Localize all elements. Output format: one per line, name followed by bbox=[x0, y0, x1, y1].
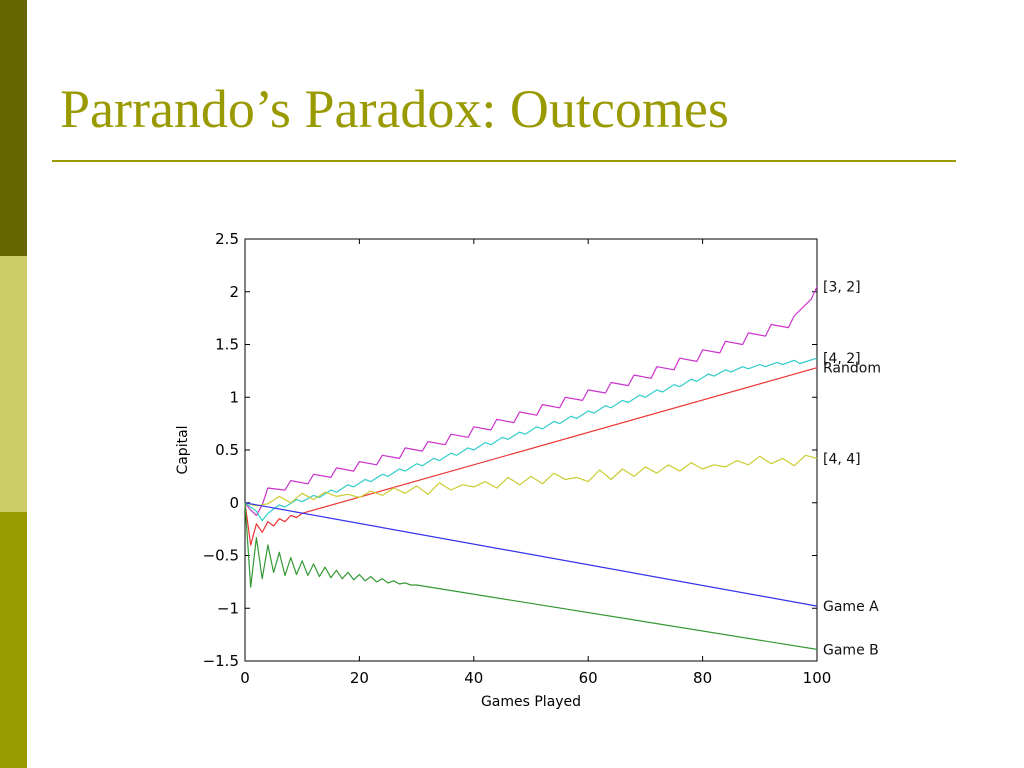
x-tick-label: 20 bbox=[350, 669, 369, 687]
y-tick-label: 2.5 bbox=[215, 230, 239, 248]
decor-bar-bottom bbox=[0, 512, 27, 768]
series-line-4-4 bbox=[244, 454, 818, 507]
decor-bar-top bbox=[0, 0, 27, 256]
decor-bar-middle bbox=[0, 256, 27, 512]
series-label-game-b: Game B bbox=[823, 642, 879, 658]
series-label-game-a: Game A bbox=[823, 599, 879, 615]
y-tick-label: 0 bbox=[229, 494, 239, 512]
plot-frame bbox=[244, 238, 818, 662]
x-tick-label: 80 bbox=[693, 669, 712, 687]
slide-title: Parrando’s Paradox: Outcomes bbox=[60, 79, 729, 139]
series-line-random bbox=[244, 367, 818, 546]
x-tick-label: 0 bbox=[240, 669, 250, 687]
series-label-random: Random bbox=[823, 361, 881, 377]
series-line-3-2 bbox=[244, 286, 818, 517]
y-tick-label: −0.5 bbox=[203, 547, 239, 565]
x-tick-label: 60 bbox=[579, 669, 598, 687]
y-tick-label: 2 bbox=[229, 283, 239, 301]
series-label-4-4: [4, 4] bbox=[823, 451, 861, 467]
series-label-3-2: [3, 2] bbox=[823, 279, 861, 295]
y-tick-label: 1.5 bbox=[215, 336, 239, 354]
y-tick-label: 1 bbox=[229, 388, 239, 406]
title-divider bbox=[52, 160, 956, 162]
series-label-4-2: [4, 2] bbox=[823, 351, 861, 367]
x-axis-label: Games Played bbox=[481, 694, 581, 710]
y-tick-label: 0.5 bbox=[215, 441, 239, 459]
x-tick-label: 100 bbox=[803, 669, 832, 687]
series-line-4-2 bbox=[244, 357, 818, 522]
y-axis-label: Capital bbox=[175, 425, 191, 474]
series-line-game-a bbox=[244, 502, 818, 607]
series-line-game-b bbox=[244, 502, 818, 650]
x-tick-label: 40 bbox=[464, 669, 483, 687]
y-tick-label: −1 bbox=[217, 599, 239, 617]
y-tick-label: −1.5 bbox=[203, 652, 239, 670]
